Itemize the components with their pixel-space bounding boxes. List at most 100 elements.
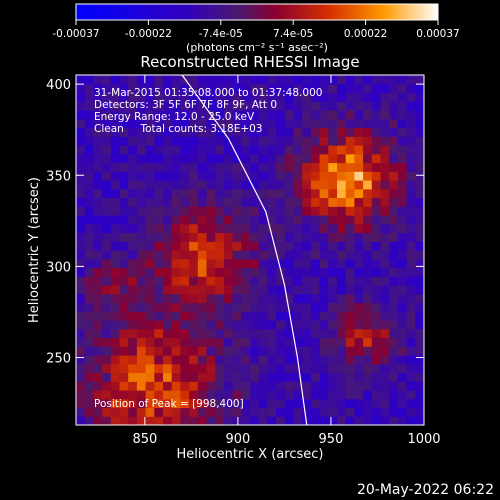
heatmap-cell — [284, 136, 295, 146]
heatmap-cell — [102, 188, 112, 199]
heatmap-cell — [363, 381, 373, 391]
heatmap-cell — [371, 188, 382, 199]
heatmap-cell — [363, 206, 373, 216]
heatmap-cell — [145, 215, 155, 225]
heatmap-cell — [128, 328, 138, 339]
heatmap-cell — [258, 302, 268, 312]
heatmap-cell — [145, 206, 155, 216]
heatmap-cell — [371, 118, 382, 129]
heatmap-cell — [215, 372, 225, 382]
heatmap-cell — [232, 363, 242, 374]
heatmap-cell — [389, 127, 399, 137]
heatmap-cell — [267, 197, 277, 207]
heatmap-cell — [215, 346, 225, 356]
heatmap-cell — [293, 153, 303, 164]
heatmap-cell — [189, 83, 199, 94]
heatmap-cell — [415, 153, 424, 164]
heatmap-cell — [380, 241, 390, 251]
heatmap-cell — [258, 145, 268, 155]
heatmap-cell — [163, 171, 173, 181]
heatmap-cell — [354, 311, 364, 321]
heatmap-cell — [223, 363, 234, 374]
heatmap-cell — [319, 398, 329, 409]
heatmap-cell — [93, 267, 103, 277]
heatmap-cell — [76, 75, 86, 85]
heatmap-cell — [206, 101, 216, 111]
heatmap-cell — [363, 355, 373, 365]
heatmap-cell — [389, 381, 399, 391]
heatmap-cell — [180, 232, 190, 242]
heatmap-cell — [145, 328, 155, 339]
heatmap-cell — [223, 180, 234, 190]
heatmap-cell — [110, 267, 121, 277]
heatmap-cell — [76, 215, 86, 225]
heatmap-cell — [189, 136, 199, 146]
heatmap-cell — [328, 285, 338, 295]
heatmap-cell — [258, 232, 268, 242]
heatmap-cell — [136, 337, 147, 347]
heatmap-cell — [136, 223, 147, 234]
heatmap-cell — [241, 250, 251, 260]
heatmap-cell — [345, 285, 355, 295]
heatmap-cell — [250, 381, 260, 391]
heatmap-cell — [154, 145, 164, 155]
heatmap-cell — [319, 153, 329, 164]
heatmap-cell — [328, 390, 338, 400]
heatmap-cell — [276, 136, 286, 146]
heatmap-cell — [223, 197, 234, 207]
heatmap-cell — [154, 381, 164, 391]
heatmap-cell — [180, 276, 190, 286]
heatmap-cell — [337, 250, 347, 260]
heatmap-cell — [250, 241, 260, 251]
heatmap-cell — [415, 355, 424, 365]
heatmap-cell — [189, 162, 199, 172]
heatmap-cell — [145, 110, 155, 120]
heatmap-cell — [110, 328, 121, 339]
heatmap-cell — [171, 110, 181, 120]
heatmap-cell — [223, 302, 234, 312]
heatmap-cell — [76, 127, 86, 137]
heatmap-cell — [389, 110, 399, 120]
heatmap-cell — [258, 398, 268, 409]
heatmap-cell — [284, 118, 295, 129]
heatmap-cell — [310, 337, 321, 347]
heatmap-cell — [171, 302, 181, 312]
heatmap-cell — [293, 285, 303, 295]
heatmap-cell — [380, 110, 390, 120]
heatmap-cell — [389, 145, 399, 155]
heatmap-cell — [258, 276, 268, 286]
heatmap-cell — [119, 92, 129, 102]
heatmap-cell — [154, 267, 164, 277]
heatmap-cell — [267, 276, 277, 286]
heatmap-cell — [93, 188, 103, 199]
heatmap-cell — [145, 258, 155, 269]
heatmap-cell — [258, 162, 268, 172]
heatmap-cell — [197, 390, 208, 400]
heatmap-cell — [136, 232, 147, 242]
heatmap-cell — [93, 390, 103, 400]
heatmap-cell — [310, 232, 321, 242]
heatmap-cell — [328, 75, 338, 85]
heatmap-cell — [180, 180, 190, 190]
heatmap-cell — [154, 101, 164, 111]
heatmap-cell — [302, 162, 312, 172]
heatmap-cell — [354, 136, 364, 146]
heatmap-cell — [284, 372, 295, 382]
heatmap-cell — [189, 223, 199, 234]
heatmap-cell — [415, 276, 424, 286]
heatmap-cell — [180, 320, 190, 330]
heatmap-cell — [84, 162, 94, 172]
heatmap-cell — [415, 407, 424, 417]
heatmap-cell — [276, 180, 286, 190]
heatmap-cell — [189, 267, 199, 277]
heatmap-cell — [284, 302, 295, 312]
heatmap-cell — [250, 328, 260, 339]
heatmap-cell — [371, 398, 382, 409]
heatmap-cell — [206, 241, 216, 251]
heatmap-cell — [206, 197, 216, 207]
heatmap-cell — [180, 372, 190, 382]
heatmap-cell — [284, 390, 295, 400]
heatmap-cell — [171, 241, 181, 251]
heatmap-cell — [197, 320, 208, 330]
heatmap-cell — [258, 258, 268, 269]
